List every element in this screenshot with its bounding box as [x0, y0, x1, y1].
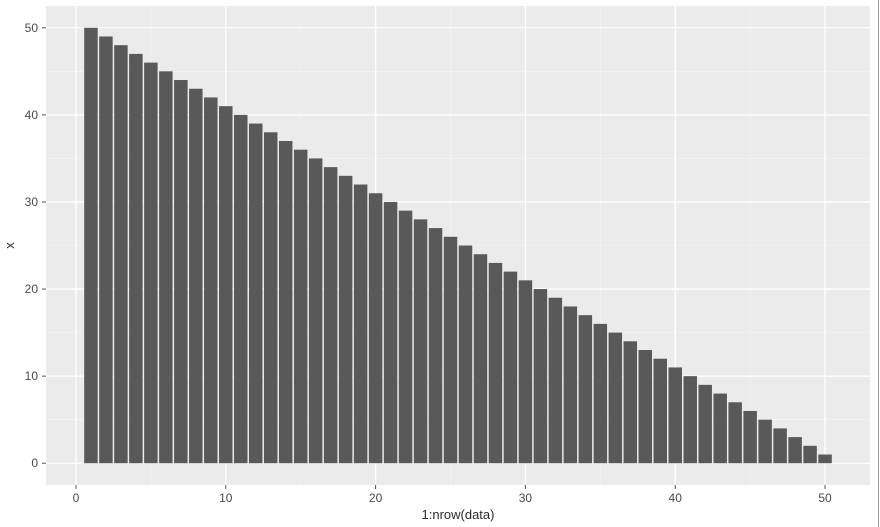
y-tick-label: 0 — [31, 456, 38, 470]
bar — [189, 89, 202, 463]
bar — [144, 63, 157, 464]
bar — [414, 219, 427, 463]
bar — [99, 36, 112, 463]
bar — [698, 385, 711, 463]
bar — [668, 367, 681, 463]
x-tick-label: 20 — [369, 491, 383, 505]
x-tick-label: 40 — [669, 491, 683, 505]
bar — [399, 211, 412, 464]
x-tick-label: 50 — [818, 491, 832, 505]
bar — [564, 306, 577, 463]
bar — [728, 402, 741, 463]
bar — [474, 254, 487, 463]
y-tick-label: 10 — [25, 369, 39, 383]
bar — [84, 28, 97, 463]
bar — [788, 437, 801, 463]
bar — [384, 202, 397, 463]
x-tick-label: 30 — [519, 491, 533, 505]
bar — [579, 315, 592, 463]
bar — [279, 141, 292, 463]
bar — [773, 428, 786, 463]
y-axis-title: x — [2, 242, 17, 249]
bar — [624, 341, 637, 463]
x-tick-label: 10 — [219, 491, 233, 505]
bar — [743, 411, 756, 463]
bar — [429, 228, 442, 463]
bar — [504, 272, 517, 464]
bar — [803, 446, 816, 463]
bar — [683, 376, 696, 463]
bar — [594, 324, 607, 463]
bar — [354, 185, 367, 464]
bar — [324, 167, 337, 463]
bar — [339, 176, 352, 463]
bar — [444, 237, 457, 463]
bar — [234, 115, 247, 463]
y-tick-label: 20 — [25, 282, 39, 296]
bar — [174, 80, 187, 463]
x-tick-label: 0 — [73, 491, 80, 505]
bar — [264, 132, 277, 463]
bar — [204, 97, 217, 463]
bar — [489, 263, 502, 463]
bar — [219, 106, 232, 463]
bar-chart: 0 10 20 30 40 50 0 10 20 30 40 50 1:nrow(data) x — [0, 0, 880, 527]
bar — [309, 158, 322, 463]
bar — [549, 298, 562, 463]
bar — [159, 71, 172, 463]
bar — [249, 124, 262, 464]
bar — [639, 350, 652, 463]
y-tick-label: 40 — [25, 108, 39, 122]
bar — [758, 420, 771, 464]
y-tick-label: 50 — [25, 21, 39, 35]
chart-container: 0 10 20 30 40 50 0 10 20 30 40 50 1:nrow(data) x 1:nr… — [0, 0, 880, 527]
bar — [654, 359, 667, 464]
bar — [534, 289, 547, 463]
bar — [713, 394, 726, 464]
bar — [609, 333, 622, 464]
bar — [818, 455, 831, 464]
x-axis-title: 1:nrow(data) — [422, 507, 495, 522]
y-tick-label: 30 — [25, 195, 39, 209]
bar — [114, 45, 127, 463]
bar — [369, 193, 382, 463]
bar — [294, 150, 307, 464]
bar — [129, 54, 142, 463]
bar — [519, 280, 532, 463]
bar — [459, 246, 472, 464]
